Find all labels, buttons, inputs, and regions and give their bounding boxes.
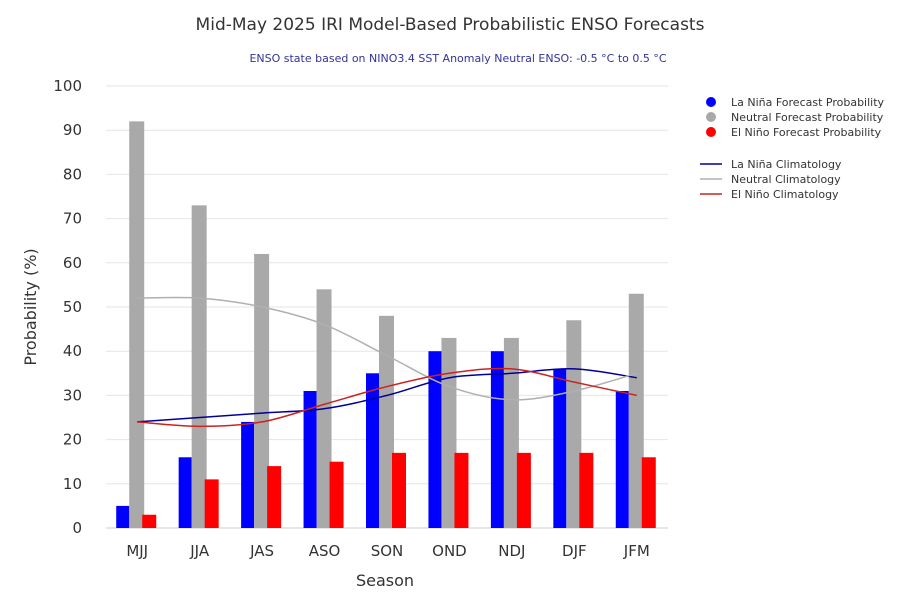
x-tick-label: MJJ	[126, 542, 148, 560]
la-nina-forecast-probability-bar	[615, 390, 629, 528]
legend-marker	[706, 97, 716, 107]
neutral-forecast-probability-bar	[379, 315, 394, 528]
la-nina-forecast-probability-bar	[303, 390, 317, 528]
x-tick-label: JJA	[189, 542, 210, 560]
el-nino-forecast-probability-bar	[392, 452, 406, 528]
x-tick-label: JFM	[623, 542, 650, 560]
legend-item: Neutral Forecast Probability	[706, 111, 884, 124]
legend-item: El Niño Forecast Probability	[706, 126, 882, 139]
legend-marker	[706, 127, 716, 137]
legend-marker	[706, 112, 716, 122]
x-tick-label: OND	[432, 542, 467, 560]
el-nino-forecast-probability-bar	[267, 466, 282, 528]
la-nina-forecast-probability-bar	[490, 351, 504, 528]
legend-item: La Niña Forecast Probability	[706, 96, 885, 109]
legend-label: La Niña Forecast Probability	[731, 96, 885, 109]
legend-label: El Niño Forecast Probability	[731, 126, 882, 139]
neutral-forecast-probability-bar	[628, 293, 644, 528]
y-tick-label: 30	[63, 386, 82, 404]
neutral-forecast-probability-bar	[191, 205, 207, 528]
neutral-forecast-probability-bar	[566, 320, 582, 528]
x-tick-label: SON	[371, 542, 404, 560]
el-nino-forecast-probability-bar	[641, 457, 656, 528]
y-tick-label: 20	[63, 431, 82, 449]
neutral-forecast-probability-bar	[503, 337, 519, 528]
chart-title: Mid-May 2025 IRI Model-Based Probabilist…	[196, 15, 705, 35]
la-nina-forecast-probability-bar	[178, 457, 192, 528]
la-nina-forecast-probability-bar	[428, 351, 442, 528]
y-tick-label: 60	[63, 254, 82, 272]
y-tick-label: 90	[63, 121, 82, 139]
neutral-climatology-line	[137, 296, 637, 401]
y-tick-label: 50	[63, 298, 82, 316]
la-nina-forecast-probability-bar	[366, 373, 379, 528]
x-tick-label: NDJ	[498, 542, 525, 560]
legend-label: Neutral Forecast Probability	[731, 111, 884, 124]
el-nino-forecast-probability-bar	[579, 452, 594, 528]
neutral-forecast-probability-bar	[441, 337, 457, 528]
y-tick-label: 80	[63, 165, 82, 183]
y-tick-label: 40	[63, 342, 82, 360]
y-tick-label: 10	[63, 475, 82, 493]
x-tick-label: DJF	[562, 542, 587, 560]
neutral-forecast-probability-bar	[254, 253, 270, 528]
legend-label: El Niño Climatology	[731, 188, 839, 201]
neutral-forecast-probability-bar	[129, 121, 145, 529]
el-nino-forecast-probability-bar	[329, 461, 344, 528]
x-tick-label: JAS	[249, 542, 274, 560]
el-nino-forecast-probability-bar	[142, 514, 157, 528]
y-tick-label: 70	[63, 210, 82, 228]
x-axis-label: Season	[356, 571, 414, 590]
y-tick-label: 100	[53, 77, 82, 95]
y-axis-label: Probability (%)	[21, 248, 40, 365]
la-nina-forecast-probability-bar	[116, 505, 130, 528]
y-tick-label: 0	[72, 519, 82, 537]
legend-item: El Niño Climatology	[700, 188, 839, 201]
el-nino-forecast-probability-bar	[204, 479, 219, 528]
el-nino-climatology-line	[137, 367, 637, 428]
la-nina-climatology-line	[137, 368, 637, 423]
x-tick-label: ASO	[309, 542, 341, 560]
chart-subtitle: ENSO state based on NINO3.4 SST Anomaly …	[249, 52, 666, 65]
la-nina-forecast-probability-bar	[241, 421, 255, 528]
el-nino-forecast-probability-bar	[516, 452, 531, 528]
la-nina-forecast-probability-bar	[553, 368, 567, 528]
legend-label: La Niña Climatology	[731, 158, 842, 171]
legend-item: La Niña Climatology	[700, 158, 842, 171]
legend-label: Neutral Climatology	[731, 173, 841, 186]
el-nino-forecast-probability-bar	[454, 452, 469, 528]
legend-item: Neutral Climatology	[700, 173, 841, 186]
